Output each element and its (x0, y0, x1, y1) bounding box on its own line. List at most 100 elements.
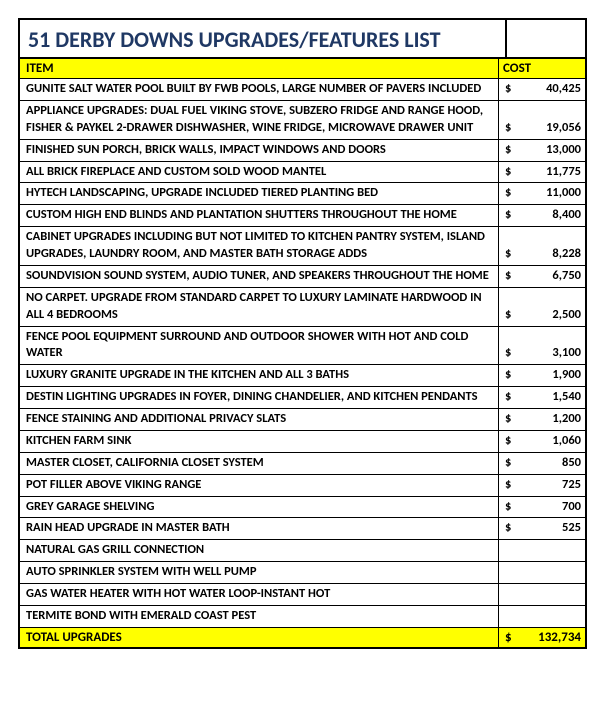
dollar-sign: $ (503, 367, 511, 384)
cost-amount: 13,000 (546, 142, 581, 159)
page-title: 51 DERBY DOWNS UPGRADES/FEATURES LIST (20, 20, 506, 57)
cost-amount: 2,500 (552, 307, 581, 324)
item-cell: FENCE STAINING AND ADDITIONAL PRIVACY SL… (20, 409, 499, 430)
upgrades-table: 51 DERBY DOWNS UPGRADES/FEATURES LIST IT… (18, 18, 587, 649)
dollar-sign: $ (503, 345, 511, 362)
cost-cell: $8,400 (499, 205, 585, 226)
dollar-sign: $ (503, 455, 511, 472)
item-cell: SOUNDVISION SOUND SYSTEM, AUDIO TUNER, A… (20, 266, 499, 287)
title-row: 51 DERBY DOWNS UPGRADES/FEATURES LIST (20, 20, 585, 59)
dollar-sign: $ (503, 207, 511, 224)
header-cost: COST (499, 59, 585, 78)
table-row: GUNITE SALT WATER POOL BUILT BY FWB POOL… (20, 79, 585, 101)
dollar-sign: $ (503, 246, 511, 263)
table-row: MASTER CLOSET, CALIFORNIA CLOSET SYSTEM$… (20, 453, 585, 475)
cost-cell: $1,200 (499, 409, 585, 430)
dollar-sign: $ (503, 142, 511, 159)
item-cell: POT FILLER ABOVE VIKING RANGE (20, 475, 499, 496)
cost-cell: $6,750 (499, 266, 585, 287)
cost-cell: $11,000 (499, 183, 585, 204)
cost-amount: 1,900 (552, 367, 581, 384)
dollar-sign: $ (503, 164, 511, 181)
item-cell: TERMITE BOND WITH EMERALD COAST PEST (20, 606, 499, 627)
cost-amount: 11,775 (546, 164, 581, 181)
dollar-sign: $ (503, 630, 512, 645)
cost-cell (499, 584, 585, 605)
item-cell: FENCE POOL EQUIPMENT SURROUND AND OUTDOO… (20, 327, 499, 365)
cost-amount: 19,056 (546, 120, 581, 137)
table-row: LUXURY GRANITE UPGRADE IN THE KITCHEN AN… (20, 365, 585, 387)
table-row: CUSTOM HIGH END BLINDS AND PLANTATION SH… (20, 205, 585, 227)
item-cell: CABINET UPGRADES INCLUDING BUT NOT LIMIT… (20, 227, 499, 265)
cost-cell: $1,900 (499, 365, 585, 386)
item-cell: MASTER CLOSET, CALIFORNIA CLOSET SYSTEM (20, 453, 499, 474)
cost-amount: 1,540 (552, 389, 581, 406)
cost-amount: 8,228 (552, 246, 581, 263)
item-cell: RAIN HEAD UPGRADE IN MASTER BATH (20, 518, 499, 539)
cost-amount: 725 (562, 477, 581, 494)
item-cell: NATURAL GAS GRILL CONNECTION (20, 540, 499, 561)
item-cell: NO CARPET. UPGRADE FROM STANDARD CARPET … (20, 288, 499, 326)
rows-container: GUNITE SALT WATER POOL BUILT BY FWB POOL… (20, 79, 585, 628)
dollar-sign: $ (503, 389, 511, 406)
item-cell: AUTO SPRINKLER SYSTEM WITH WELL PUMP (20, 562, 499, 583)
table-row: RAIN HEAD UPGRADE IN MASTER BATH$525 (20, 518, 585, 540)
cost-cell: $1,060 (499, 431, 585, 452)
dollar-sign: $ (503, 411, 511, 428)
dollar-sign: $ (503, 499, 511, 516)
cost-amount: 11,000 (546, 185, 581, 202)
table-row: POT FILLER ABOVE VIKING RANGE$725 (20, 475, 585, 497)
total-row: TOTAL UPGRADES $ 132,734 (20, 628, 585, 647)
table-row: APPLIANCE UPGRADES: DUAL FUEL VIKING STO… (20, 101, 585, 140)
cost-cell: $700 (499, 497, 585, 518)
cost-cell (499, 540, 585, 561)
dollar-sign: $ (503, 120, 511, 137)
cost-cell: $3,100 (499, 327, 585, 365)
dollar-sign: $ (503, 268, 511, 285)
cost-cell: $725 (499, 475, 585, 496)
table-row: FENCE POOL EQUIPMENT SURROUND AND OUTDOO… (20, 327, 585, 366)
item-cell: DESTIN LIGHTING UPGRADES IN FOYER, DININ… (20, 387, 499, 408)
item-cell: GAS WATER HEATER WITH HOT WATER LOOP-INS… (20, 584, 499, 605)
cost-cell: $850 (499, 453, 585, 474)
table-row: NO CARPET. UPGRADE FROM STANDARD CARPET … (20, 288, 585, 327)
table-row: AUTO SPRINKLER SYSTEM WITH WELL PUMP (20, 562, 585, 584)
item-cell: CUSTOM HIGH END BLINDS AND PLANTATION SH… (20, 205, 499, 226)
cost-cell (499, 606, 585, 627)
dollar-sign: $ (503, 307, 511, 324)
item-cell: ALL BRICK FIREPLACE AND CUSTOM SOLD WOOD… (20, 162, 499, 183)
cost-cell: $11,775 (499, 162, 585, 183)
table-row: FENCE STAINING AND ADDITIONAL PRIVACY SL… (20, 409, 585, 431)
cost-amount: 8,400 (552, 207, 581, 224)
cost-amount: 6,750 (552, 268, 581, 285)
dollar-sign: $ (503, 477, 511, 494)
cost-amount: 850 (562, 455, 581, 472)
cost-cell: $8,228 (499, 227, 585, 265)
cost-cell: $19,056 (499, 101, 585, 139)
cost-cell: $1,540 (499, 387, 585, 408)
item-cell: HYTECH LANDSCAPING, UPGRADE INCLUDED TIE… (20, 183, 499, 204)
header-row: ITEM COST (20, 59, 585, 79)
table-row: GAS WATER HEATER WITH HOT WATER LOOP-INS… (20, 584, 585, 606)
table-row: ALL BRICK FIREPLACE AND CUSTOM SOLD WOOD… (20, 162, 585, 184)
cost-cell: $13,000 (499, 140, 585, 161)
cost-amount: 525 (562, 520, 581, 537)
dollar-sign: $ (503, 185, 511, 202)
dollar-sign: $ (503, 520, 511, 537)
total-cost: $ 132,734 (499, 628, 585, 647)
table-row: GREY GARAGE SHELVING$700 (20, 497, 585, 519)
cost-amount: 40,425 (546, 81, 581, 98)
dollar-sign: $ (503, 81, 511, 98)
cost-amount: 1,200 (552, 411, 581, 428)
item-cell: LUXURY GRANITE UPGRADE IN THE KITCHEN AN… (20, 365, 499, 386)
header-item: ITEM (20, 59, 499, 78)
cost-amount: 1,060 (552, 433, 581, 450)
cost-amount: 3,100 (552, 345, 581, 362)
table-row: FINISHED SUN PORCH, BRICK WALLS, IMPACT … (20, 140, 585, 162)
table-row: KITCHEN FARM SINK$1,060 (20, 431, 585, 453)
table-row: DESTIN LIGHTING UPGRADES IN FOYER, DININ… (20, 387, 585, 409)
title-cost-spacer (506, 20, 585, 57)
cost-cell (499, 562, 585, 583)
cost-amount: 700 (562, 499, 581, 516)
total-label: TOTAL UPGRADES (20, 628, 499, 647)
